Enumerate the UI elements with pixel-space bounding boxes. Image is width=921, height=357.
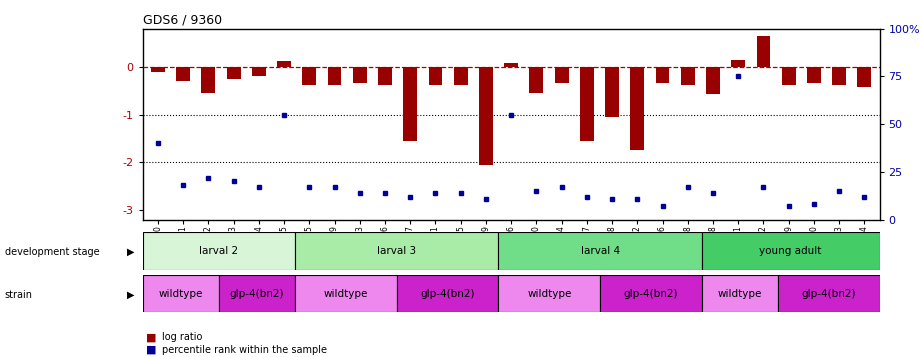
Text: ■: ■: [146, 345, 156, 355]
Text: percentile rank within the sample: percentile rank within the sample: [162, 345, 327, 355]
Text: larval 4: larval 4: [580, 246, 620, 256]
Bar: [600, 275, 702, 312]
Text: wildtype: wildtype: [717, 288, 762, 299]
Bar: [454, 67, 468, 85]
Bar: [857, 67, 871, 87]
Bar: [353, 67, 367, 84]
Text: wildtype: wildtype: [158, 288, 203, 299]
Bar: [219, 275, 296, 312]
Text: ■: ■: [146, 332, 156, 342]
Text: ▶: ▶: [127, 247, 134, 257]
Text: log ratio: log ratio: [162, 332, 203, 342]
Bar: [302, 67, 316, 85]
Text: wildtype: wildtype: [324, 288, 368, 299]
Bar: [151, 67, 165, 71]
Text: strain: strain: [5, 290, 32, 300]
Bar: [143, 232, 296, 270]
Bar: [580, 67, 594, 141]
Bar: [227, 67, 240, 79]
Bar: [251, 67, 266, 76]
Bar: [630, 67, 645, 150]
Bar: [554, 67, 568, 84]
Bar: [403, 67, 417, 141]
Bar: [479, 67, 493, 165]
Bar: [176, 67, 190, 81]
Bar: [143, 275, 219, 312]
Bar: [731, 60, 745, 67]
Bar: [328, 67, 342, 85]
Text: young adult: young adult: [760, 246, 822, 256]
Text: development stage: development stage: [5, 247, 99, 257]
Bar: [530, 67, 543, 93]
Text: larval 2: larval 2: [200, 246, 239, 256]
Bar: [702, 232, 880, 270]
Text: glp-4(bn2): glp-4(bn2): [230, 288, 285, 299]
Text: ▶: ▶: [127, 290, 134, 300]
Text: glp-4(bn2): glp-4(bn2): [801, 288, 856, 299]
Bar: [397, 275, 498, 312]
Bar: [296, 275, 397, 312]
Bar: [702, 275, 778, 312]
Bar: [428, 67, 442, 85]
Bar: [778, 275, 880, 312]
Bar: [504, 63, 519, 67]
Bar: [605, 67, 619, 117]
Bar: [807, 67, 821, 84]
Bar: [378, 67, 392, 85]
Bar: [681, 67, 694, 85]
Bar: [498, 232, 702, 270]
Bar: [833, 67, 846, 85]
Text: glp-4(bn2): glp-4(bn2): [624, 288, 678, 299]
Bar: [782, 67, 796, 85]
Bar: [656, 67, 670, 84]
Bar: [202, 67, 216, 93]
Bar: [296, 232, 498, 270]
Bar: [498, 275, 600, 312]
Bar: [756, 36, 771, 67]
Text: larval 3: larval 3: [378, 246, 416, 256]
Text: wildtype: wildtype: [527, 288, 571, 299]
Bar: [706, 67, 720, 95]
Bar: [277, 61, 291, 67]
Text: glp-4(bn2): glp-4(bn2): [420, 288, 475, 299]
Text: GDS6 / 9360: GDS6 / 9360: [143, 13, 222, 26]
